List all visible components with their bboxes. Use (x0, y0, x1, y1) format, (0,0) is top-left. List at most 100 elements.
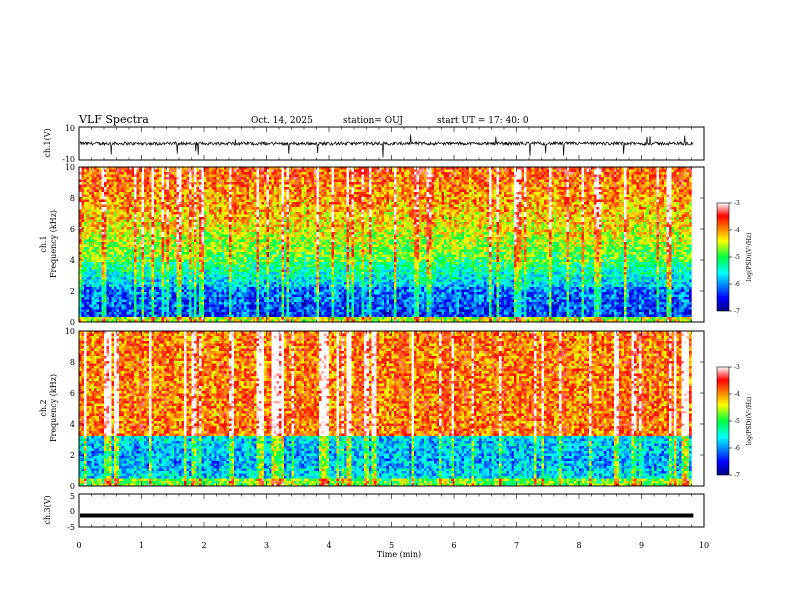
spectrogram-cell (189, 277, 192, 280)
spectrogram-cell (169, 309, 172, 313)
spectrogram-cell (254, 184, 257, 188)
spectrogram-cell (274, 202, 277, 205)
spectrogram-cell (194, 202, 197, 205)
spectrogram-cell (236, 182, 240, 185)
spectrogram-cell (171, 222, 175, 225)
spectrogram-cell (249, 312, 252, 315)
spectrogram-cell (81, 212, 85, 215)
spectrogram-cell (171, 317, 175, 320)
spectrogram-cell (211, 262, 215, 265)
spectrogram-cell (186, 212, 190, 215)
spectrogram-cell (109, 319, 112, 323)
spectrogram-cell (146, 202, 150, 205)
spectrogram-cell (109, 172, 112, 175)
spectrogram-cell (124, 304, 127, 308)
spectrogram-cell (116, 209, 120, 213)
spectrogram-cell (109, 267, 112, 270)
spectrogram-cell (226, 262, 230, 265)
spectrogram-cell (254, 174, 257, 178)
spectrogram-cell (254, 197, 257, 200)
spectrogram-cell (146, 249, 150, 253)
spectrogram-cell (189, 169, 192, 173)
spectrogram-cell (216, 202, 220, 205)
spectrogram-cell (104, 289, 107, 293)
spectrogram-cell (144, 307, 147, 310)
spectrogram-cell (91, 317, 95, 320)
spectrogram-cell (96, 232, 100, 235)
spectrogram-cell (149, 202, 152, 205)
spectrogram-cell (146, 297, 150, 300)
spectrogram-cell (156, 189, 160, 193)
spectrogram-cell (181, 257, 185, 260)
spectrogram-cell (221, 314, 225, 318)
spectrogram-cell (231, 299, 235, 303)
spectrogram-cell (101, 264, 105, 268)
spectrogram-cell (214, 259, 217, 263)
spectrogram-cell (114, 224, 117, 228)
spectrogram-cell (234, 314, 237, 318)
spectrogram-cell (269, 269, 272, 273)
spectrogram-cell (104, 274, 107, 278)
spectrogram-cell (79, 297, 82, 300)
spectrogram-cell (79, 269, 82, 273)
spectrogram-cell (166, 177, 170, 180)
spectrogram-cell (111, 197, 115, 200)
spectrogram-cell (241, 174, 245, 178)
spectrogram-cell (101, 197, 105, 200)
spectrogram-cell (124, 274, 127, 278)
spectrogram-cell (226, 312, 230, 315)
spectrogram-cell (199, 239, 202, 243)
spectrogram-cell (176, 177, 180, 180)
spectrogram-cell (216, 237, 220, 240)
spectrogram-cell (249, 182, 252, 185)
spectrogram-cell (161, 247, 165, 250)
spectrogram-cell (254, 284, 257, 288)
spectrogram-cell (106, 289, 110, 293)
spectrogram-cell (114, 239, 117, 243)
spectrogram-cell (136, 204, 140, 208)
spectrogram-cell (199, 294, 202, 298)
spectrogram-cell (89, 282, 92, 285)
spectrogram-cell (204, 189, 207, 193)
spectrogram-cell (89, 204, 92, 208)
spectrogram-cell (166, 282, 170, 285)
spectrogram-cell (191, 179, 195, 183)
spectrogram-cell (106, 187, 110, 190)
spectrogram-cell (226, 224, 230, 228)
spectrogram-cell (271, 199, 275, 203)
spectrogram-cell (119, 229, 122, 233)
spectrogram-cell (174, 209, 177, 213)
spectrogram-cell (164, 187, 167, 190)
spectrogram-cell (191, 312, 195, 315)
spectrogram-cell (234, 229, 237, 233)
spectrogram-cell (141, 252, 145, 255)
spectrogram-cell (146, 217, 150, 220)
spectrogram-cell (111, 242, 115, 245)
spectrogram-cell (139, 212, 142, 215)
spectrogram-cell (229, 264, 232, 268)
spectrogram-cell (124, 314, 127, 318)
spectrogram-cell (104, 199, 107, 203)
spectrogram-cell (179, 257, 182, 260)
spectrogram-cell (149, 219, 152, 223)
spectrogram-cell (169, 199, 172, 203)
spectrogram-cell (249, 289, 252, 293)
spectrogram-cell (174, 249, 177, 253)
spectrogram-cell (109, 312, 112, 315)
spectrogram-cell (94, 229, 97, 233)
spectrogram-cell (139, 292, 142, 295)
spectrogram-cell (181, 207, 185, 210)
spectrogram-cell (79, 309, 82, 313)
spectrogram-cell (154, 302, 157, 305)
spectrogram-cell (221, 167, 225, 170)
spectrogram-cell (269, 229, 272, 233)
spectrogram-cell (256, 219, 260, 223)
spectrogram-cell (144, 279, 147, 283)
spectrogram-cell (194, 189, 197, 193)
spectrogram-cell (269, 184, 272, 188)
spectrogram-cell (189, 267, 192, 270)
spectrogram-cell (254, 189, 257, 193)
spectrogram-cell (99, 247, 102, 250)
spectrogram-cell (186, 224, 190, 228)
spectrogram-cell (99, 279, 102, 283)
